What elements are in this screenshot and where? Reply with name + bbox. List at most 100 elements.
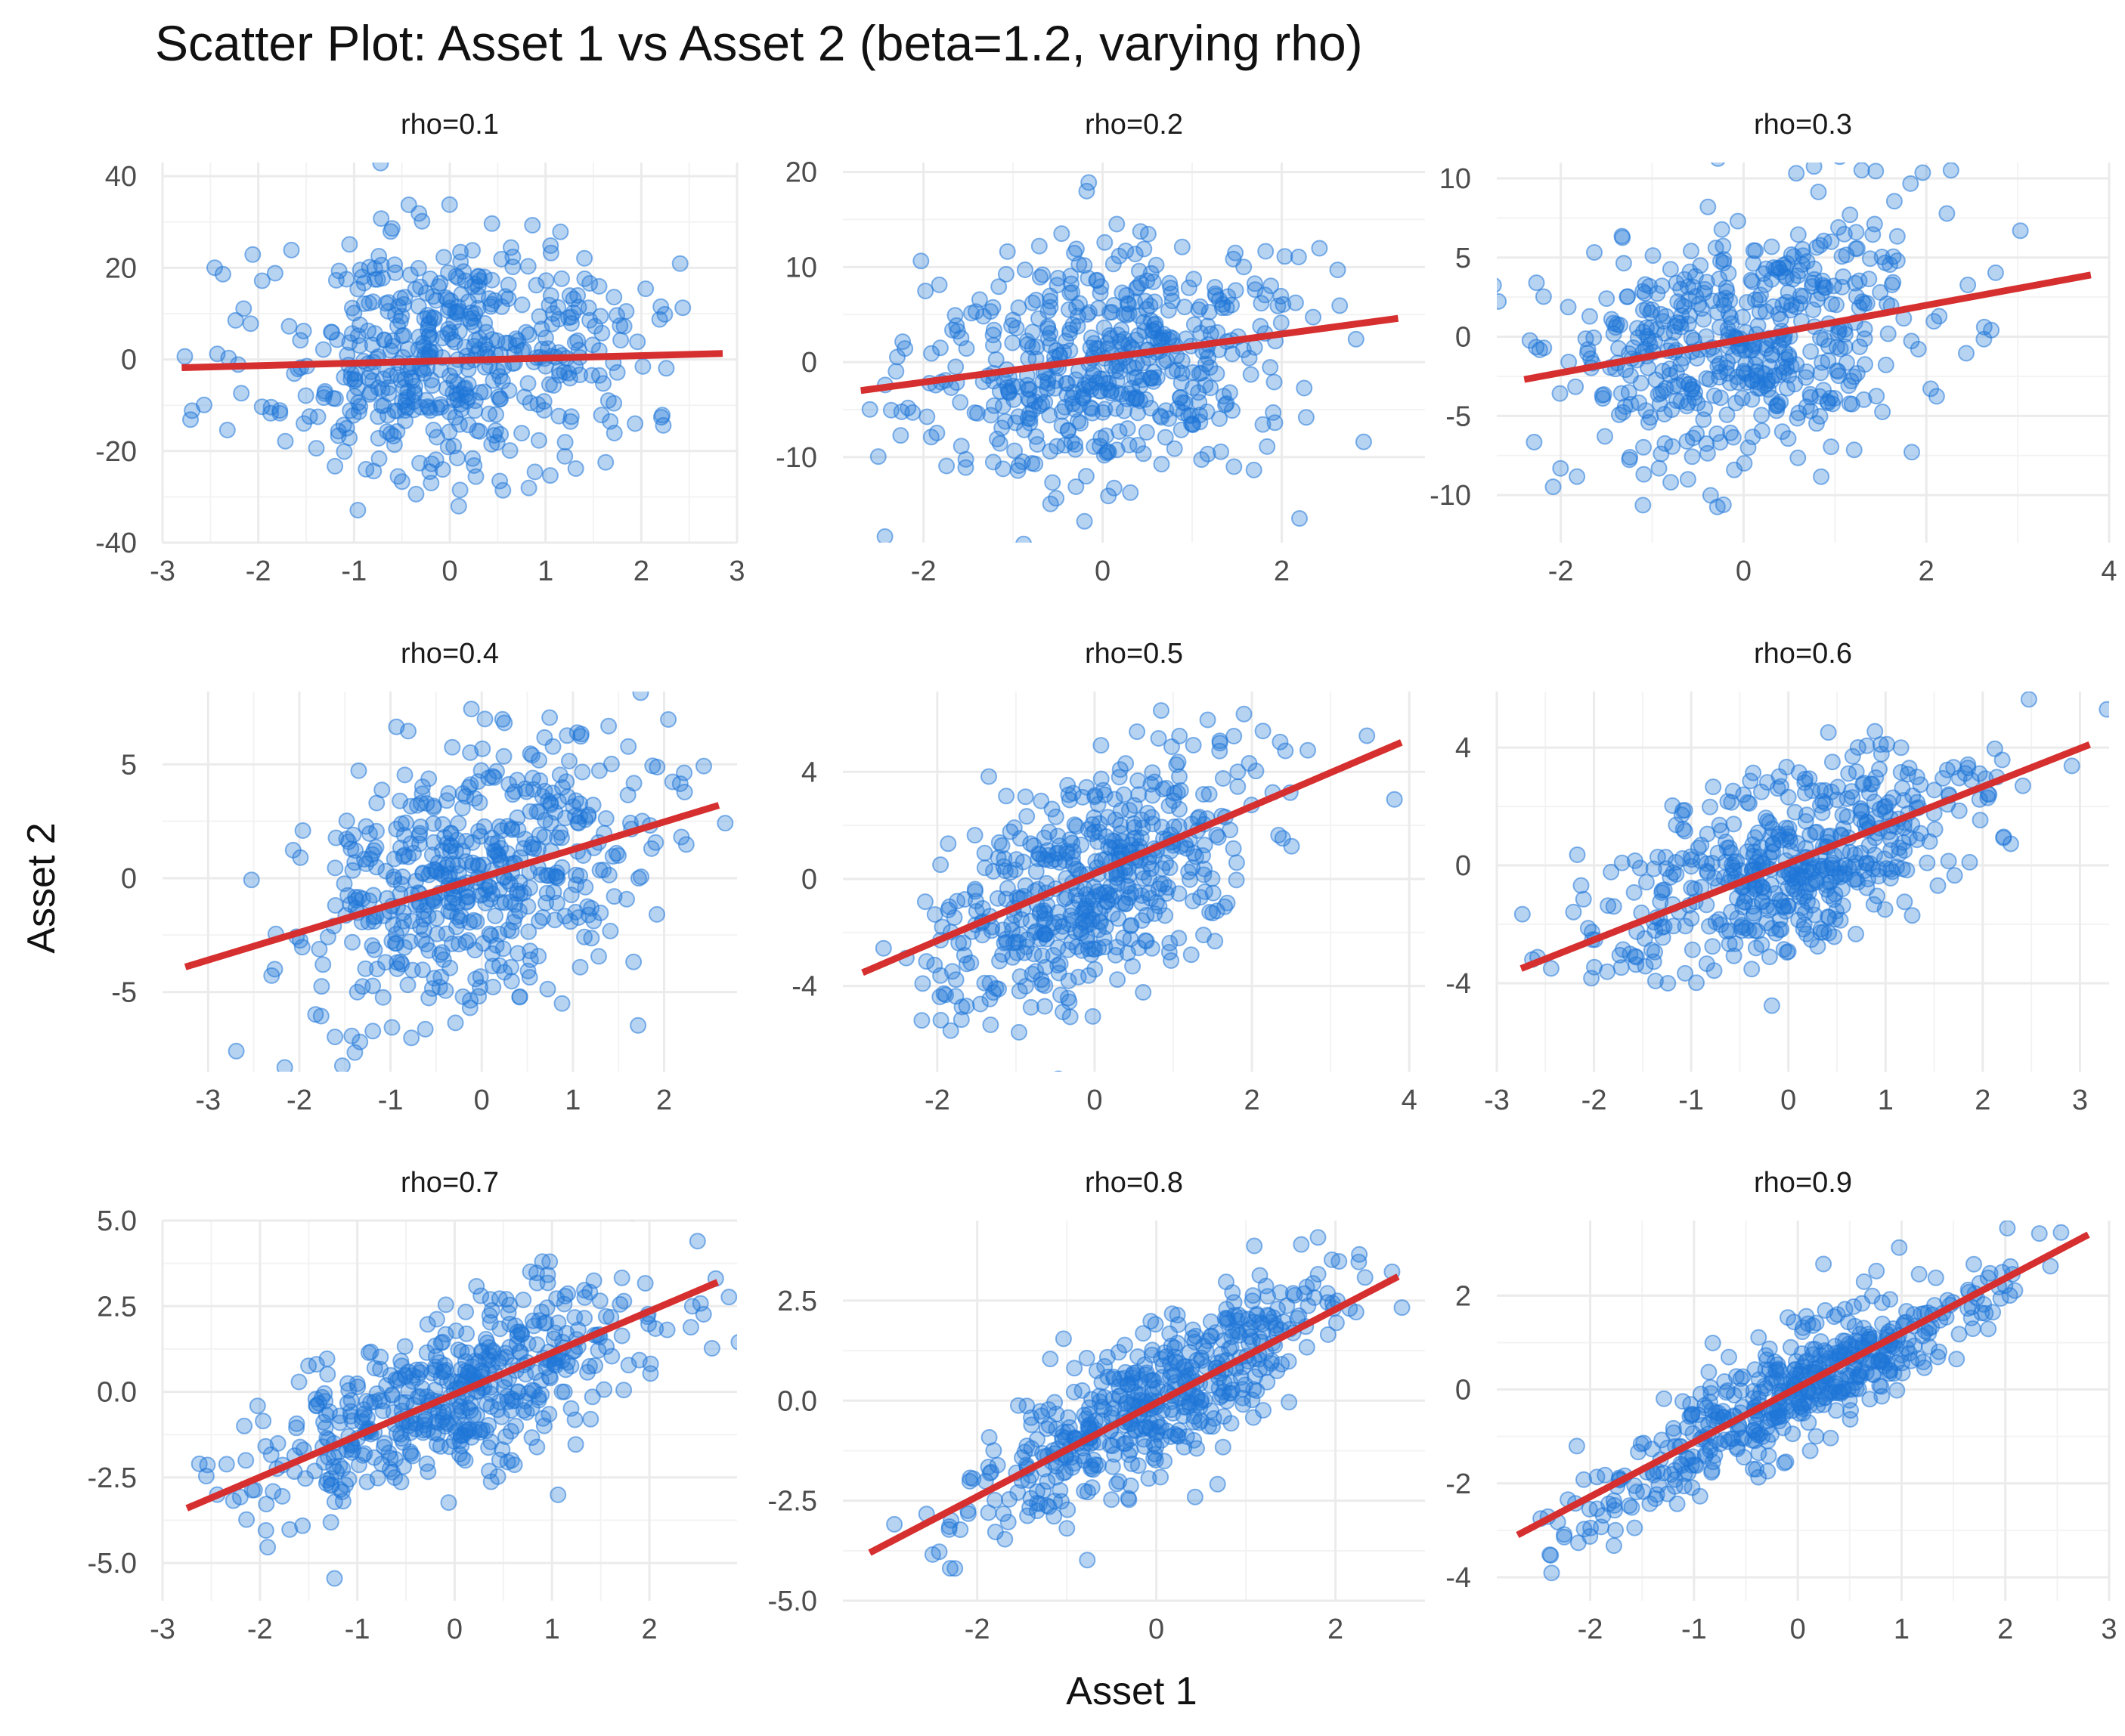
data-point (360, 322, 376, 339)
data-point (382, 223, 399, 240)
data-point (395, 827, 413, 843)
data-point (1132, 274, 1150, 292)
data-point (1899, 766, 1916, 783)
data-point (971, 291, 988, 308)
data-point (1712, 291, 1730, 308)
data-point (1262, 359, 1279, 376)
data-point (630, 1351, 648, 1369)
data-point (917, 283, 934, 299)
data-point (1843, 395, 1860, 413)
data-point (1800, 1414, 1817, 1431)
data-point (1683, 1406, 1700, 1424)
data-point (542, 287, 559, 305)
data-point (501, 1316, 519, 1332)
panel-9-fit-line (1516, 1231, 2090, 1539)
data-point (1765, 1410, 1783, 1427)
y-tick-label: 0 (1455, 850, 1471, 882)
data-point (1695, 411, 1712, 429)
data-point (373, 781, 391, 799)
data-point (1848, 288, 1865, 305)
data-point (1802, 388, 1820, 406)
data-point (875, 939, 892, 957)
data-point (487, 422, 504, 439)
data-point (918, 953, 935, 970)
data-point (1745, 907, 1762, 924)
data-point (532, 866, 550, 883)
data-point (1386, 791, 1403, 808)
y-tick-label: -5.0 (88, 1548, 137, 1580)
data-point (1646, 943, 1663, 961)
data-point (596, 1381, 612, 1398)
x-tick-label: 0 (1095, 555, 1111, 587)
data-point (510, 945, 527, 962)
data-point (1268, 1362, 1286, 1379)
data-point (235, 300, 252, 317)
data-point (1022, 912, 1039, 930)
data-point (290, 1373, 308, 1391)
data-point (401, 266, 419, 283)
data-point (943, 963, 961, 980)
data-point (349, 280, 367, 298)
data-point (1015, 535, 1032, 543)
x-tick-label: 0 (447, 1614, 463, 1645)
data-point (1211, 410, 1228, 427)
data-point (1084, 891, 1101, 908)
data-point (1789, 410, 1806, 427)
data-point (1019, 1507, 1036, 1524)
y-tick-label: 5 (1455, 243, 1471, 274)
data-point (1858, 737, 1876, 754)
data-point (1707, 914, 1724, 931)
data-point (674, 299, 692, 317)
data-point (1701, 371, 1718, 388)
data-point (976, 974, 993, 992)
data-point (531, 803, 548, 821)
data-point (1203, 870, 1221, 887)
data-point (987, 1524, 1004, 1540)
data-point (566, 1309, 584, 1326)
data-point (1912, 776, 1929, 794)
data-point (1716, 1431, 1733, 1449)
data-point (425, 422, 442, 438)
data-point (1605, 898, 1622, 915)
data-point (984, 326, 1002, 344)
data-point (1098, 427, 1114, 444)
data-point (452, 395, 469, 413)
data-point (494, 710, 511, 728)
data-point (1083, 329, 1100, 346)
data-point (1753, 422, 1770, 439)
data-point (683, 1298, 701, 1315)
x-tick-label: 2 (1327, 1614, 1343, 1645)
data-point (1246, 1237, 1263, 1255)
data-point (414, 212, 431, 230)
data-point (751, 1259, 767, 1274)
data-point (1207, 285, 1224, 302)
data-point (1782, 833, 1799, 850)
data-point (1053, 417, 1070, 435)
data-point (1293, 1236, 1310, 1253)
data-point (1761, 948, 1778, 966)
x-tick-label: 1 (537, 555, 553, 587)
data-point (1185, 316, 1203, 333)
data-point (1672, 318, 1690, 336)
data-point (411, 1388, 429, 1405)
y-tick-label: 0 (121, 345, 137, 376)
data-point (1096, 938, 1114, 955)
data-point (550, 362, 568, 379)
data-point (1926, 821, 1944, 838)
data-point (1869, 887, 1885, 905)
x-tick-label: -2 (1581, 1085, 1607, 1116)
x-tick-label: 0 (441, 555, 457, 587)
data-point (1779, 379, 1795, 397)
data-point (522, 395, 539, 412)
data-point (980, 768, 997, 785)
data-point (1860, 271, 1878, 288)
y-tick-label: -2.5 (88, 1462, 137, 1494)
data-point (1281, 1394, 1298, 1411)
data-point (1061, 342, 1079, 359)
data-point (373, 381, 391, 398)
data-point (1176, 299, 1193, 316)
data-point (1809, 938, 1826, 955)
data-point (262, 404, 279, 422)
data-point (412, 794, 429, 812)
y-tick-label: -2.5 (768, 1486, 817, 1518)
